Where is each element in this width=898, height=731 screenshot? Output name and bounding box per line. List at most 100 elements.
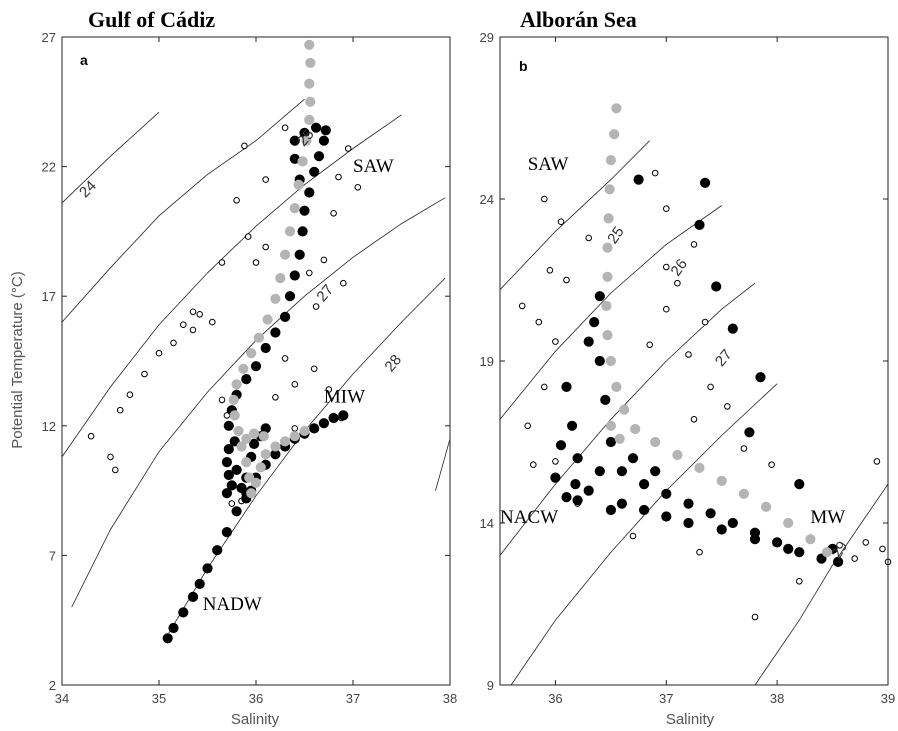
water-mass-label: NADW xyxy=(203,594,262,615)
data-point xyxy=(262,314,273,325)
data-point xyxy=(294,249,305,260)
data-point xyxy=(605,504,617,516)
data-point xyxy=(594,291,605,302)
y-tick-label: 14 xyxy=(480,516,494,531)
data-point xyxy=(344,145,352,152)
data-point xyxy=(299,425,310,437)
data-point xyxy=(304,78,315,89)
data-point xyxy=(258,431,269,442)
data-point xyxy=(280,249,291,260)
data-point xyxy=(629,532,637,540)
data-point xyxy=(594,466,605,477)
data-point xyxy=(354,184,362,191)
data-point xyxy=(583,336,594,347)
data-point xyxy=(246,488,257,499)
data-point xyxy=(663,205,670,212)
data-point xyxy=(223,444,234,455)
water-mass-labels: SAW MIW NADW xyxy=(203,156,394,615)
data-point xyxy=(189,308,197,316)
data-point xyxy=(727,323,738,334)
data-point xyxy=(616,498,628,509)
data-point xyxy=(187,591,199,603)
data-point xyxy=(821,547,833,558)
data-point xyxy=(297,156,308,167)
data-point xyxy=(563,276,570,284)
water-mass-label: MW xyxy=(810,507,845,528)
data-point xyxy=(155,349,163,357)
data-point xyxy=(221,527,232,538)
data-point xyxy=(751,613,759,621)
data-point xyxy=(218,396,226,404)
data-point xyxy=(614,433,625,444)
data-point xyxy=(280,311,291,322)
data-point xyxy=(651,169,659,177)
data-point xyxy=(685,351,692,358)
y-tick-label: 19 xyxy=(480,354,494,369)
data-point xyxy=(289,135,300,146)
x-axis-label: Salinity xyxy=(666,711,715,728)
data-point xyxy=(755,372,766,383)
y-tick-label: 12 xyxy=(42,419,56,434)
data-point xyxy=(189,326,197,334)
data-point xyxy=(212,545,223,556)
data-point xyxy=(619,404,630,415)
data-point xyxy=(325,386,333,393)
data-point xyxy=(305,57,316,69)
data-point xyxy=(250,361,262,372)
data-point xyxy=(555,440,567,451)
data-point xyxy=(663,305,670,313)
data-point xyxy=(202,563,213,574)
density-contours xyxy=(499,140,889,686)
data-point xyxy=(311,122,322,133)
data-point xyxy=(690,416,698,423)
data-point xyxy=(262,243,270,251)
data-point xyxy=(280,436,291,447)
data-point xyxy=(661,511,672,522)
data-point xyxy=(270,441,281,452)
density-contour xyxy=(61,111,160,204)
data-point xyxy=(783,543,794,555)
y-tick-label: 22 xyxy=(42,160,56,175)
data-point xyxy=(639,479,650,490)
data-point xyxy=(112,466,119,474)
data-point xyxy=(272,394,279,401)
y-tick-label: 24 xyxy=(480,192,494,207)
data-point xyxy=(724,403,731,410)
panel-letter: a xyxy=(80,52,88,68)
data-point xyxy=(289,270,300,281)
data-point xyxy=(738,488,750,499)
data-point xyxy=(541,195,548,203)
data-point xyxy=(694,219,705,230)
data-point xyxy=(262,176,270,183)
data-point xyxy=(241,457,252,468)
data-point xyxy=(663,263,670,271)
data-point xyxy=(605,155,617,166)
data-point xyxy=(162,633,173,644)
data-point xyxy=(600,394,611,405)
data-point xyxy=(168,622,179,634)
data-point xyxy=(297,226,308,237)
data-point xyxy=(231,464,242,475)
data-point xyxy=(244,233,252,240)
density-contour xyxy=(499,140,650,290)
data-point xyxy=(707,383,714,391)
data-point xyxy=(772,537,783,548)
data-point xyxy=(541,383,548,391)
data-point xyxy=(330,210,337,217)
contour-label: 28 xyxy=(381,351,405,375)
data-point xyxy=(783,517,794,529)
x-tick-label: 37 xyxy=(659,691,673,706)
data-point xyxy=(627,453,639,464)
data-point xyxy=(585,234,593,242)
x-tick-label: 35 xyxy=(152,691,166,706)
panel-gulf-of-cadiz: Gulf of Cádiz Potential Temperature (°C)… xyxy=(9,7,457,728)
plot-frame xyxy=(61,36,451,686)
data-point xyxy=(340,279,347,287)
data-point xyxy=(833,556,844,568)
data-point xyxy=(683,498,694,509)
data-point xyxy=(289,431,300,442)
data-point xyxy=(246,348,257,359)
data-point xyxy=(241,374,252,385)
data-point xyxy=(862,539,870,546)
data-point xyxy=(524,422,532,430)
